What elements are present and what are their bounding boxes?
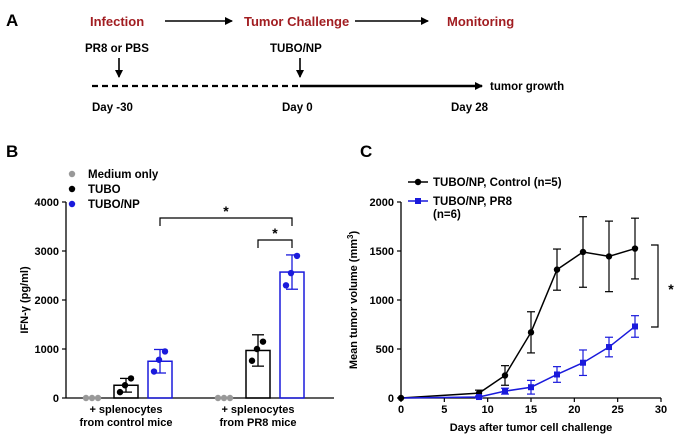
legend-label: TUBO/NP	[88, 199, 140, 211]
timeline-end-label: tumor growth	[490, 81, 564, 93]
data-point	[579, 248, 587, 256]
panel-a: A Infection Tumor Challenge Monitoring P…	[6, 11, 564, 114]
x-tick-label: 0	[398, 404, 404, 416]
data-point	[121, 382, 129, 389]
significance-marker: *	[223, 203, 229, 219]
data-point	[605, 253, 613, 260]
panel-label-c: C	[360, 142, 372, 161]
x-tick-label: 20	[568, 404, 580, 416]
data-point	[528, 384, 534, 391]
panel-label-b: B	[6, 142, 18, 161]
x-tick-label: 10	[482, 404, 494, 416]
significance-bracket	[651, 244, 659, 328]
group-label: from control mice	[80, 417, 173, 429]
legend-label: TUBO/NP, PR8	[433, 196, 513, 208]
significance-marker: *	[668, 281, 674, 297]
group-label: + splenocytes	[221, 404, 294, 416]
data-point	[82, 394, 90, 402]
legend-label: Medium only	[88, 169, 159, 181]
day-0: Day 0	[282, 102, 313, 114]
y-tick-label: 0	[53, 393, 59, 405]
x-axis-label: Days after tumor cell challenge	[450, 422, 613, 434]
legend-label: (n=6)	[433, 209, 461, 221]
data-point	[214, 394, 222, 402]
x-tick-label: 5	[441, 404, 447, 416]
data-point	[150, 368, 158, 375]
bar	[279, 271, 305, 399]
y-axis-label: Mean tumor volume (mm3)	[346, 231, 361, 370]
y-tick-label: 3000	[35, 246, 59, 258]
data-point	[253, 345, 261, 353]
significance-bracket	[257, 239, 293, 248]
x-tick-label: 15	[525, 404, 537, 416]
legend-marker	[68, 185, 76, 193]
panel-b-bar-chart: B 0 1000 2000 3000 4000 IFN-γ (pg/ml) + spleno…	[6, 142, 334, 429]
treatment-tubo-np: TUBO/NP	[270, 43, 322, 55]
y-tick-label: 1500	[370, 246, 394, 258]
data-point	[632, 323, 638, 330]
y-tick-label: 4000	[35, 197, 59, 209]
group-label: + splenocytes	[89, 404, 162, 416]
series-line	[400, 325, 636, 399]
data-point	[127, 375, 135, 382]
legend-marker	[414, 178, 422, 186]
legend-marker	[415, 198, 421, 204]
significance-bracket	[159, 217, 293, 226]
series-line	[400, 247, 636, 399]
x-tick-label: 25	[612, 404, 624, 416]
data-point	[580, 359, 586, 366]
y-axis-label: IFN-γ (pg/ml)	[19, 266, 31, 334]
treatment-pr8-pbs: PR8 or PBS	[85, 43, 149, 55]
data-point	[527, 329, 535, 336]
legend-marker	[68, 200, 76, 208]
data-point	[606, 344, 612, 351]
day-minus-30: Day -30	[92, 102, 133, 114]
y-tick-label: 2000	[35, 295, 59, 307]
data-point	[88, 394, 96, 402]
significance-marker: *	[272, 225, 278, 241]
data-point	[155, 356, 163, 363]
data-point	[94, 394, 102, 402]
x-tick-label: 30	[655, 404, 667, 416]
data-point	[293, 252, 301, 260]
legend-label: TUBO	[88, 184, 121, 196]
legend-marker	[68, 170, 76, 178]
group-label: from PR8 mice	[219, 417, 296, 429]
data-point	[248, 357, 256, 364]
data-point	[161, 348, 169, 355]
data-point	[476, 394, 482, 401]
y-tick-label: 0	[388, 393, 394, 405]
y-tick-label: 1000	[35, 344, 59, 356]
data-point	[259, 338, 267, 345]
data-point	[631, 245, 639, 252]
data-point	[116, 388, 124, 396]
y-tick-label: 500	[376, 344, 394, 356]
stage-infection: Infection	[90, 14, 144, 29]
data-point	[282, 282, 290, 289]
data-point	[397, 394, 405, 402]
legend-label: TUBO/NP, Control (n=5)	[433, 177, 562, 189]
y-tick-label: 1000	[370, 295, 394, 307]
panel-label-a: A	[6, 11, 18, 30]
data-point	[220, 394, 228, 402]
y-tick-label: 2000	[370, 197, 394, 209]
data-point	[553, 266, 561, 273]
data-point	[287, 269, 295, 277]
data-point	[226, 394, 234, 402]
data-point	[502, 388, 508, 395]
stage-tumor-challenge: Tumor Challenge	[244, 14, 349, 29]
day-28: Day 28	[451, 102, 489, 114]
data-point	[501, 372, 509, 379]
panel-c-line-chart: C 0 500 1000 1500 2000 0 5 10 15 20 25 30 Days after…	[346, 142, 675, 434]
data-point	[554, 371, 560, 378]
stage-monitoring: Monitoring	[447, 14, 514, 29]
